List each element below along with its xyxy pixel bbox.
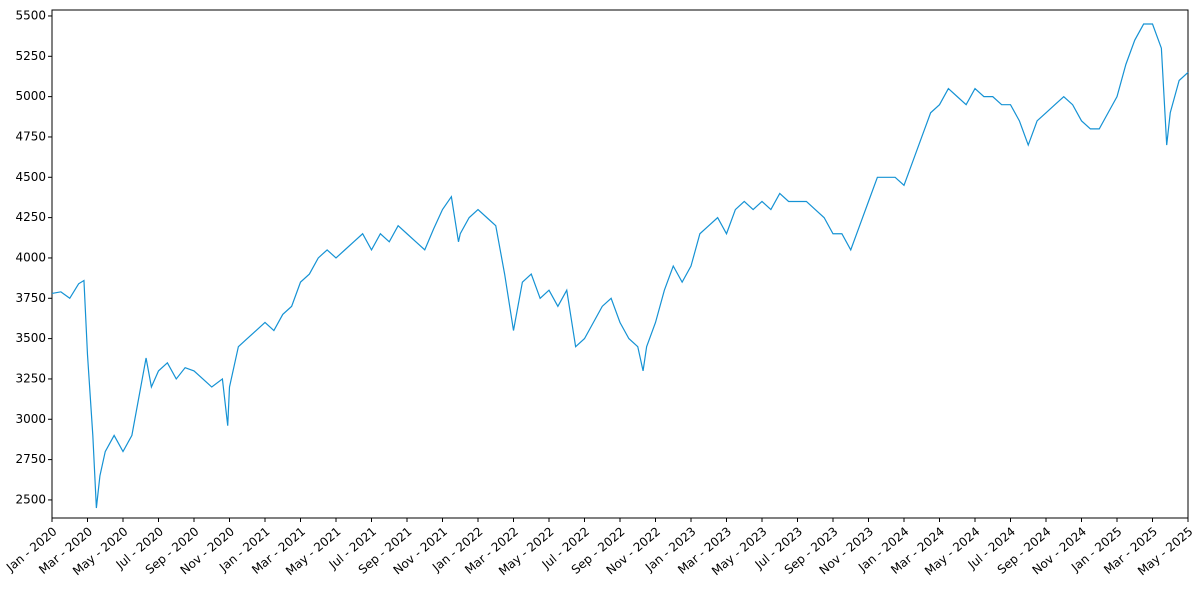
- y-tick-label: 4500: [15, 170, 46, 184]
- y-tick-label: 4750: [15, 129, 46, 143]
- y-tick-label: 4000: [15, 250, 46, 264]
- y-tick-label: 3500: [15, 331, 46, 345]
- y-tick-label: 3000: [15, 412, 46, 426]
- data-line: [51, 23, 1189, 509]
- y-tick-label: 4250: [15, 210, 46, 224]
- y-tick-label: 3750: [15, 291, 46, 305]
- plot-frame: [51, 9, 1189, 519]
- y-tick-label: 2500: [15, 492, 46, 506]
- y-tick-label: 5500: [15, 8, 46, 22]
- y-tick-label: 5000: [15, 89, 46, 103]
- y-tick-label: 5250: [15, 49, 46, 63]
- y-tick-label: 3250: [15, 371, 46, 385]
- y-tick-label: 2750: [15, 452, 46, 466]
